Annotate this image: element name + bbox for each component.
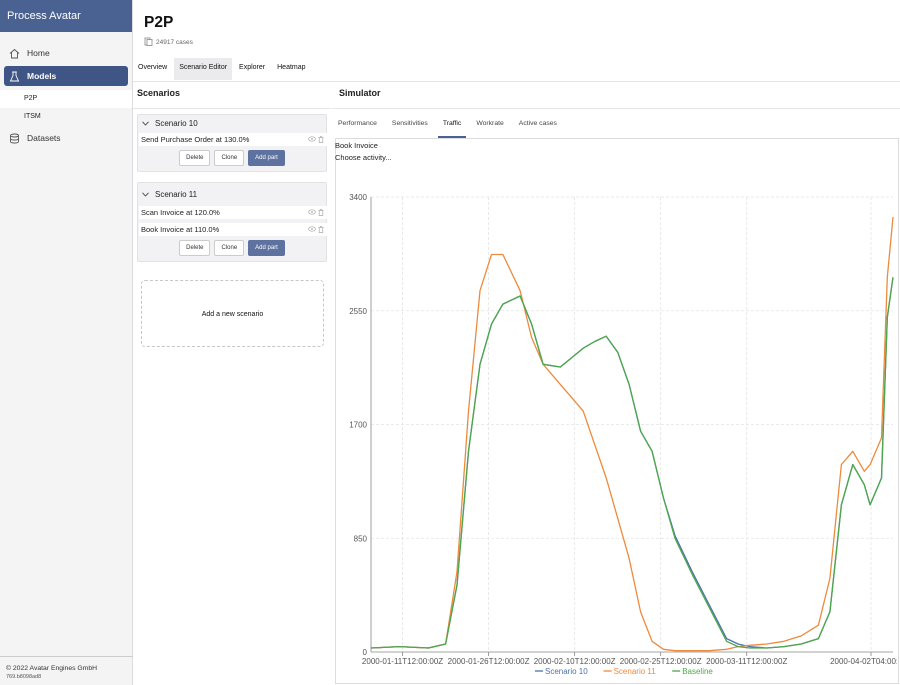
simulator-title: Simulator: [339, 88, 381, 98]
y-tick-label: 0: [363, 648, 368, 657]
divider: [133, 108, 331, 109]
x-tick-label: 2000-01-11T12:00:00Z: [362, 657, 443, 666]
app-title[interactable]: Process Avatar: [0, 0, 132, 32]
delete-button[interactable]: Delete: [179, 150, 211, 166]
sidebar-item-label: Models: [27, 71, 57, 81]
tab-heatmap[interactable]: Heatmap: [277, 64, 306, 71]
scenario-header[interactable]: Scenario 10: [138, 115, 326, 132]
traffic-chart: 0 850 1700 2550 3400 2000-01-11T12:00:00Z 2000…: [349, 193, 897, 676]
flask-icon: [9, 71, 20, 82]
scenario-part-label: Send Purchase Order at 130.0%: [141, 135, 250, 144]
series-line-baseline: [370, 277, 894, 649]
scenario-part[interactable]: Book Invoice at 110.0%: [139, 223, 327, 236]
sidebar: Process Avatar Home Models P2P ITSM Data…: [0, 0, 133, 685]
model-tabs: Overview Scenario Editor Explorer Heatma…: [133, 58, 313, 80]
main-content: P2P 24917 cases Overview Scenario Editor…: [133, 0, 900, 685]
footer: © 2022 Avatar Engines GmbH 769.b8098ad8: [0, 656, 133, 685]
scenarios-title: Scenarios: [137, 88, 181, 98]
scenario-name: Scenario 11: [155, 189, 198, 199]
add-part-button[interactable]: Add part: [248, 240, 285, 256]
case-count: 24917 cases: [144, 37, 193, 48]
tab-explorer[interactable]: Explorer: [239, 64, 266, 71]
database-icon: [9, 133, 20, 144]
page-title: P2P: [144, 14, 174, 31]
scenario-card: Scenario 10 Send Purchase Order at 130.0…: [137, 114, 327, 172]
y-tick-label: 2550: [349, 307, 367, 316]
activity-select[interactable]: [335, 153, 535, 162]
tab-overview[interactable]: Overview: [138, 64, 168, 71]
legend-label: Scenario 10: [545, 667, 588, 676]
scenario-part-label: Book Invoice at 110.0%: [141, 225, 220, 234]
sidebar-item-label: Home: [27, 48, 50, 58]
sidebar-item-models[interactable]: Models: [4, 66, 128, 86]
scenario-part-label: Scan Invoice at 120.0%: [141, 208, 220, 217]
scenario-part[interactable]: Send Purchase Order at 130.0%: [139, 133, 327, 146]
tab-traffic[interactable]: Traffic: [437, 113, 467, 138]
chart-panel: [335, 138, 899, 684]
trash-icon[interactable]: [318, 226, 324, 233]
eye-icon[interactable]: [308, 209, 316, 215]
model-item-p2p[interactable]: P2P: [0, 90, 132, 108]
simulator-tabs: Performance Sensitivities Traffic Workra…: [333, 113, 567, 138]
copyright-text: © 2022 Avatar Engines GmbH: [6, 665, 98, 672]
trash-icon[interactable]: [318, 136, 324, 143]
x-tick-label: 2000-01-26T12:00:00Z: [448, 657, 530, 666]
version-text: 769.b8098ad8: [6, 674, 42, 680]
series-line-scenario-11: [370, 217, 894, 652]
y-tick-label: 850: [354, 534, 368, 543]
divider: [332, 108, 900, 109]
delete-button[interactable]: Delete: [179, 240, 211, 256]
tab-performance[interactable]: Performance: [338, 120, 377, 127]
series-line-scenario-10: [370, 277, 894, 649]
x-tick-label: 2000-04-02T04:00:00Z: [830, 657, 897, 666]
home-icon: [9, 48, 20, 59]
scenario-header[interactable]: Scenario 11: [138, 183, 326, 205]
chevron-down-icon: [142, 191, 150, 197]
scenario-card: Scenario 11 Scan Invoice at 120.0% Book …: [137, 182, 327, 262]
add-part-button[interactable]: Add part: [248, 150, 285, 166]
sidebar-item-home[interactable]: Home: [4, 43, 128, 63]
trash-icon[interactable]: [318, 209, 324, 216]
add-scenario-button[interactable]: Add a new scenario: [141, 280, 324, 347]
tab-workrate[interactable]: Workrate: [476, 120, 504, 127]
legend-label: Baseline: [682, 667, 713, 676]
x-tick-label: 2000-03-11T12:00:00Z: [706, 657, 787, 666]
tab-active-cases[interactable]: Active cases: [518, 120, 557, 127]
eye-icon[interactable]: [308, 136, 316, 142]
activity-label: Book Invoice: [335, 141, 378, 150]
scenario-name: Scenario 10: [155, 119, 198, 128]
clone-button[interactable]: Clone: [214, 240, 245, 256]
x-tick-label: 2000-02-25T12:00:00Z: [620, 657, 702, 666]
y-tick-label: 1700: [349, 421, 367, 430]
model-item-itsm[interactable]: ITSM: [24, 113, 41, 120]
clone-button[interactable]: Clone: [214, 150, 245, 166]
file-icon: [144, 37, 156, 48]
tab-sensitivities[interactable]: Sensitivities: [391, 120, 428, 127]
sidebar-item-datasets[interactable]: Datasets: [4, 128, 128, 148]
eye-icon[interactable]: [308, 226, 316, 232]
chevron-down-icon: [142, 121, 150, 126]
x-tick-label: 2000-02-10T12:00:00Z: [534, 657, 616, 666]
legend-label: Scenario 11: [614, 667, 657, 676]
divider: [133, 81, 900, 82]
tab-scenario-editor[interactable]: Scenario Editor: [174, 58, 233, 80]
scenario-part[interactable]: Scan Invoice at 120.0%: [139, 206, 327, 219]
y-tick-label: 3400: [349, 193, 367, 202]
case-count-label: 24917 cases: [156, 39, 193, 46]
sidebar-item-label: Datasets: [27, 133, 61, 143]
